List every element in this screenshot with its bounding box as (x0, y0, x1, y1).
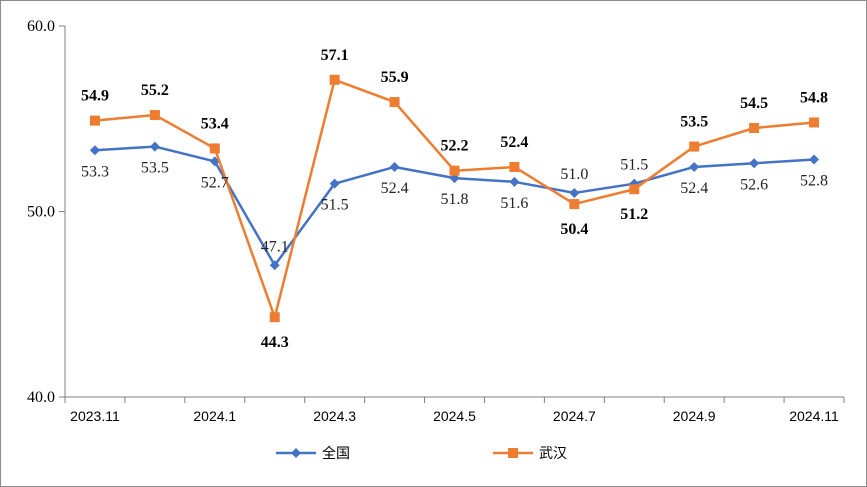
data-label-wuhan: 57.1 (321, 47, 349, 64)
data-label-quanguo: 53.5 (141, 160, 169, 177)
x-tick-label: 2024.1 (193, 408, 236, 424)
legend-label-quanguo: 全国 (322, 445, 350, 462)
data-point-square (329, 74, 340, 85)
data-point-square (269, 312, 280, 323)
y-tick-label: 60.0 (27, 18, 55, 35)
data-point-diamond (149, 141, 160, 152)
x-tick-label: 2023.11 (70, 408, 120, 424)
x-tick-label: 2024.3 (313, 408, 356, 424)
data-label-wuhan: 54.9 (81, 88, 109, 105)
data-point-diamond (689, 161, 700, 172)
data-point-diamond (329, 178, 340, 189)
data-point-square (449, 165, 460, 176)
x-tick-label: 2024.9 (673, 408, 716, 424)
data-label-wuhan: 51.2 (620, 206, 648, 223)
data-point-square (569, 199, 580, 210)
data-point-square (509, 161, 520, 172)
data-label-quanguo: 52.7 (201, 174, 229, 191)
data-point-diamond (809, 154, 820, 165)
data-label-quanguo: 53.3 (81, 163, 109, 180)
data-point-square (689, 141, 700, 152)
x-tick-label: 2024.7 (553, 408, 596, 424)
data-label-wuhan: 52.4 (500, 134, 528, 151)
legend-marker-wuhan (508, 448, 518, 458)
y-tick-label: 40.0 (27, 389, 55, 406)
legend-label-wuhan: 武汉 (539, 446, 567, 462)
data-label-wuhan: 55.2 (141, 82, 169, 99)
data-point-diamond (569, 187, 580, 198)
data-point-square (749, 123, 760, 134)
data-point-square (209, 143, 220, 154)
series-wuhan (89, 74, 820, 323)
data-point-diamond (269, 260, 280, 271)
data-label-quanguo: 51.8 (441, 191, 469, 208)
data-label-wuhan: 44.3 (261, 334, 289, 351)
data-point-diamond (749, 158, 760, 169)
data-label-wuhan: 52.2 (441, 138, 469, 155)
legend: 全国 武汉 (276, 445, 567, 462)
data-label-wuhan: 53.4 (201, 115, 229, 132)
data-label-wuhan: 54.5 (740, 95, 768, 112)
data-label-quanguo: 51.0 (560, 166, 588, 183)
data-label-wuhan: 54.8 (800, 89, 828, 106)
data-label-quanguo: 47.1 (261, 238, 289, 255)
data-point-diamond (389, 161, 400, 172)
data-point-diamond (89, 145, 100, 156)
data-label-quanguo: 52.8 (800, 173, 828, 190)
data-label-wuhan: 55.9 (381, 69, 409, 86)
data-label-quanguo: 51.6 (500, 195, 528, 212)
data-label-quanguo: 52.6 (740, 176, 768, 193)
data-label-quanguo: 52.4 (381, 180, 409, 197)
data-label-quanguo: 51.5 (321, 197, 349, 214)
legend-marker-quanguo (291, 448, 301, 458)
x-tick-label: 2024.5 (433, 408, 476, 424)
data-point-square (89, 115, 100, 126)
data-label-wuhan: 50.4 (560, 221, 588, 238)
x-tick-label: 2024.11 (789, 408, 839, 424)
y-tick-label: 50.0 (27, 204, 55, 221)
data-labels: 53.3 54.9 53.5 55.2 52.7 53.4 47.1 44.3 51.5 57.1… (81, 47, 828, 351)
data-label-quanguo: 52.4 (680, 180, 708, 197)
data-point-square (629, 184, 640, 195)
axes: 40.0 50.0 60.0 2023.11 2024.1 2024.3 2024.5 202… (27, 18, 845, 424)
data-point-square (809, 117, 820, 128)
data-label-wuhan: 53.5 (680, 114, 708, 131)
data-point-diamond (509, 176, 520, 187)
data-point-square (389, 97, 400, 108)
data-label-quanguo: 51.5 (620, 157, 648, 174)
data-point-square (149, 110, 160, 121)
